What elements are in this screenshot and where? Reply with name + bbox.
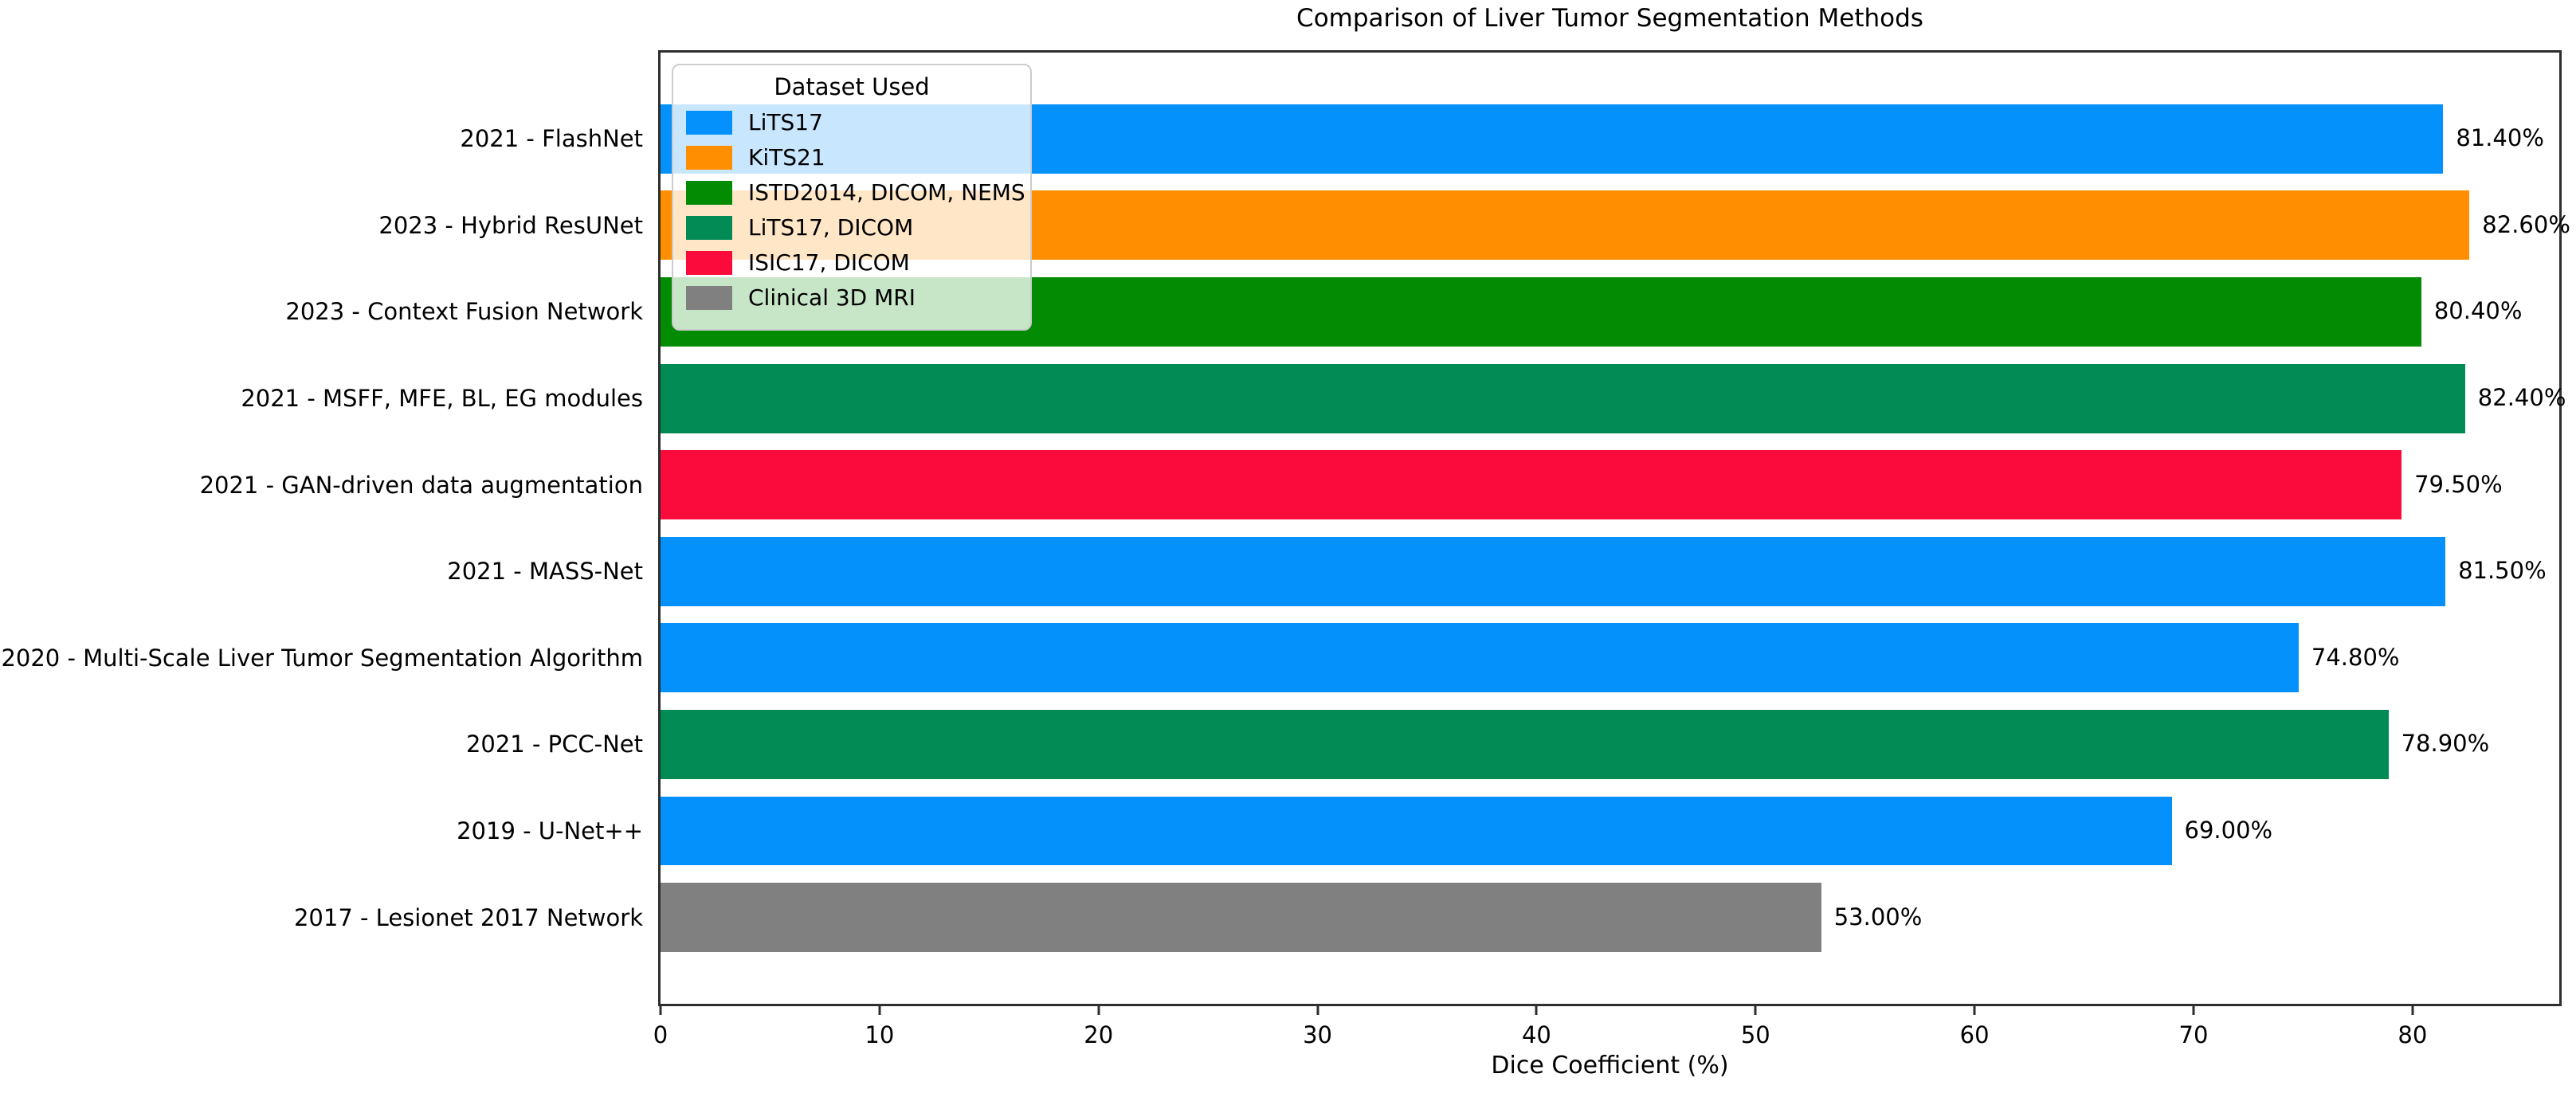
x-tick-label: 60 — [1959, 1021, 1990, 1048]
legend-item: ISTD2014, DICOM, NEMS — [686, 179, 1025, 206]
bar-value-label: 81.50% — [2458, 557, 2547, 585]
category-label: 2021 - FlashNet — [460, 125, 643, 153]
bar-value-label: 79.50% — [2414, 470, 2503, 498]
x-tick-label: 50 — [1740, 1021, 1770, 1048]
bar — [661, 363, 2465, 433]
category-label: 2021 - PCC-Net — [465, 731, 643, 758]
x-tick — [1097, 1004, 1100, 1015]
plot-area: 2021 - FlashNet 81.40% 2023 - Hybrid Res… — [1, 50, 2570, 1048]
bar — [661, 796, 2172, 866]
bar-value-label: 78.90% — [2401, 730, 2490, 758]
legend-item: LiTS17 — [686, 109, 1017, 135]
x-tick — [659, 1004, 662, 1015]
x-axis-label: Dice Coefficient (%) — [1491, 1052, 1729, 1079]
legend-item: KiTS21 — [686, 144, 1017, 170]
legend-swatch — [686, 285, 732, 310]
legend-swatch — [686, 180, 732, 205]
bar-row: 2021 - MSFF, MFE, BL, EG modules 82.40% — [241, 355, 2566, 442]
category-label: 2021 - MASS-Net — [447, 558, 643, 586]
bar-row: 2020 - Multi-Scale Liver Tumor Segmentat… — [1, 615, 2559, 702]
legend-item: ISIC17, DICOM — [686, 249, 1017, 276]
x-tick-label: 30 — [1303, 1021, 1333, 1048]
category-label: 2020 - Multi-Scale Liver Tumor Segmentat… — [1, 644, 643, 672]
x-tick-label: 40 — [1521, 1021, 1551, 1048]
x-tick-label: 10 — [865, 1021, 895, 1048]
chart-title: Comparison of Liver Tumor Segmentation M… — [1296, 4, 1923, 33]
bar — [661, 710, 2389, 779]
x-tick — [2411, 1004, 2414, 1015]
legend: Dataset Used LiTS17 KiTS21 ISTD2014, DIC… — [672, 64, 1032, 331]
bar-value-label: 80.40% — [2433, 297, 2523, 325]
legend-swatch — [686, 145, 732, 170]
bar — [661, 623, 2299, 693]
x-tick — [1535, 1004, 1538, 1015]
x-tick-label: 70 — [2178, 1021, 2209, 1048]
legend-item-label: ISIC17, DICOM — [748, 249, 910, 276]
legend-swatch — [686, 110, 732, 135]
category-label: 2021 - GAN-driven data augmentation — [199, 471, 643, 499]
legend-item-label: LiTS17, DICOM — [748, 214, 914, 241]
legend-item-label: LiTS17 — [748, 109, 823, 135]
category-label: 2019 - U-Net++ — [457, 817, 643, 845]
legend-item-label: KiTS21 — [748, 144, 825, 170]
legend-title: Dataset Used — [774, 73, 930, 100]
bar-value-label: 53.00% — [1833, 903, 1923, 931]
legend-swatch — [686, 215, 732, 240]
x-tick — [1754, 1004, 1757, 1015]
bar-row: 2021 - PCC-Net 78.90% — [466, 701, 2559, 788]
x-tick-label: 80 — [2398, 1021, 2428, 1048]
category-label: 2023 - Hybrid ResUNet — [378, 211, 643, 239]
bar-row: 2021 - GAN-driven data augmentation 79.5… — [200, 441, 2559, 528]
bar-value-label: 69.00% — [2184, 817, 2273, 844]
bar-value-label: 82.60% — [2482, 210, 2570, 238]
legend-swatch — [686, 250, 732, 275]
legend-items: LiTS17 KiTS21 ISTD2014, DICOM, NEMS LiTS… — [686, 109, 1025, 311]
bar-row: 2021 - MASS-Net 81.50% — [447, 528, 2559, 615]
legend-item-label: Clinical 3D MRI — [748, 284, 916, 311]
x-tick — [878, 1004, 881, 1015]
x-tick — [1973, 1004, 1976, 1015]
legend-item: LiTS17, DICOM — [686, 214, 1017, 241]
x-tick-label: 0 — [653, 1021, 669, 1048]
bar — [661, 883, 1821, 953]
x-tick — [2192, 1004, 2195, 1015]
bar — [661, 536, 2446, 606]
category-label: 2021 - MSFF, MFE, BL, EG modules — [241, 385, 643, 413]
bar-value-label: 81.40% — [2456, 124, 2544, 152]
legend-item: Clinical 3D MRI — [686, 284, 1017, 311]
x-tick — [1316, 1004, 1319, 1015]
x-tick-label: 20 — [1084, 1021, 1114, 1048]
legend-item-label: ISTD2014, DICOM, NEMS — [748, 179, 1025, 206]
bar-value-label: 82.40% — [2477, 384, 2566, 412]
bar-value-label: 74.80% — [2311, 643, 2400, 671]
category-label: 2017 - Lesionet 2017 Network — [293, 903, 643, 931]
category-label: 2023 - Context Fusion Network — [285, 298, 643, 326]
bar-row: 2017 - Lesionet 2017 Network 53.00% — [294, 874, 2559, 961]
bar — [661, 450, 2402, 520]
bar-row: 2019 - U-Net++ 69.00% — [457, 788, 2559, 875]
